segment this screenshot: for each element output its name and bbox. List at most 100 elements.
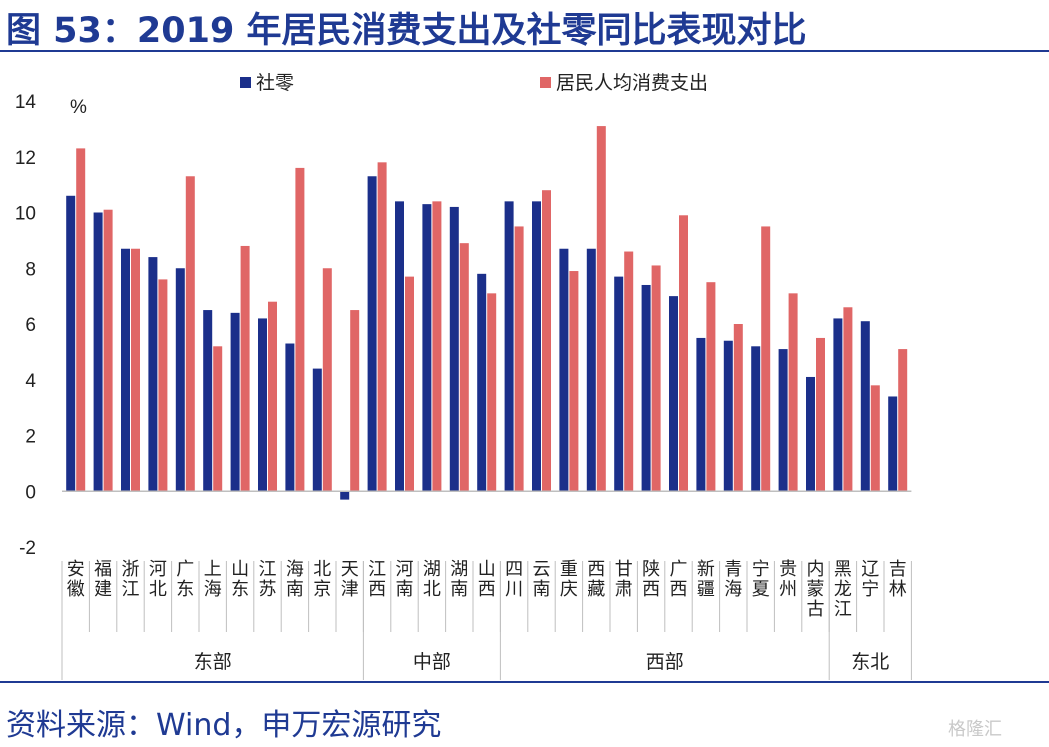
category-label: 黑龙江 [834,559,852,620]
category-label: 湖南 [450,559,468,600]
bar-consumption-0 [76,148,86,492]
bar-consumption-14 [459,243,469,492]
legend-label: 居民人均消费支出 [556,72,708,94]
category-label: 江苏 [259,559,277,600]
bar-retail-sales-4 [175,268,185,492]
y-tick-label: 10 [15,204,36,225]
group-label: 西部 [646,651,684,673]
bar-consumption-19 [596,126,606,492]
category-label: 云南 [533,559,551,600]
category-label: 重庆 [560,559,578,600]
bar-consumption-22 [679,215,688,492]
category-label: 四川 [505,559,523,600]
group-label: 东部 [194,651,232,673]
category-label: 江西 [368,559,386,600]
bar-retail-sales-18 [559,248,569,492]
bar-retail-sales-9 [312,368,322,492]
y-tick-label: 8 [25,259,36,280]
bar-consumption-30 [898,349,908,492]
bar-consumption-3 [158,279,168,492]
category-label: 浙江 [122,559,140,600]
y-tick-label: 2 [25,427,36,448]
bar-retail-sales-0 [66,195,76,492]
bar-consumption-7 [268,301,277,492]
category-label: 福建 [94,559,112,600]
category-label: 青海 [724,559,742,600]
bar-consumption-20 [624,251,634,492]
bar-consumption-9 [322,268,332,492]
group-label: 东北 [851,651,889,673]
category-label: 上海 [204,559,222,600]
y-tick-label: -2 [19,538,36,559]
source-divider [0,681,1049,683]
bar-retail-sales-10 [340,491,350,500]
y-tick-label: 12 [15,148,36,169]
bar-retail-sales-27 [806,376,815,492]
bar-retail-sales-8 [285,343,295,492]
bar-retail-sales-2 [121,248,130,492]
bar-consumption-10 [350,310,360,492]
bar-retail-sales-29 [860,321,870,492]
category-label: 广东 [176,559,194,600]
category-label: 河南 [396,559,414,600]
bar-retail-sales-25 [751,346,761,492]
bar-retail-sales-1 [93,212,103,492]
bar-consumption-1 [103,209,113,492]
y-tick-label: 14 [15,92,37,113]
bar-consumption-23 [706,282,716,492]
group-label: 中部 [413,651,451,673]
bar-consumption-12 [405,276,414,492]
category-label: 吉林 [889,559,907,600]
bar-consumption-2 [131,248,140,492]
bar-retail-sales-20 [614,276,624,492]
category-label: 湖北 [423,559,441,600]
category-label: 安徽 [67,559,85,600]
bar-consumption-29 [870,385,880,492]
bar-consumption-6 [240,245,250,492]
category-label: 甘肃 [615,559,633,600]
bar-consumption-21 [651,265,661,492]
category-label: 宁夏 [752,559,770,600]
x-axis: 安徽福建浙江河北广东上海山东江苏海南北京天津江西河南湖北湖南山西四川云南重庆西藏… [61,490,912,680]
bar-retail-sales-14 [449,206,459,492]
bar-retail-sales-26 [778,349,788,492]
source-note: 资料来源：Wind，申万宏源研究 [6,708,442,743]
category-label: 西藏 [587,559,605,600]
bar-consumption-15 [487,293,497,492]
category-label: 河北 [149,559,167,600]
legend-swatch [240,77,251,88]
bar-retail-sales-19 [586,248,596,492]
category-label: 天津 [341,559,359,600]
bar-consumption-24 [733,324,743,492]
legend-swatch [540,77,551,88]
page-title: 图 53：2019 年居民消费支出及社零同比表现对比 [6,11,807,51]
category-label: 辽宁 [861,559,879,600]
bar-retail-sales-30 [888,396,898,492]
y-tick-label: 6 [25,315,36,336]
category-label: 新疆 [697,559,715,600]
bar-retail-sales-13 [422,204,432,492]
bar-retail-sales-24 [723,340,733,492]
bar-consumption-17 [542,190,551,492]
y-tick-label: 0 [25,482,36,503]
category-label: 内蒙古 [807,559,825,620]
bar-retail-sales-28 [833,318,843,492]
category-label: 陕西 [642,559,660,600]
bar-consumption-25 [761,226,771,492]
bar-consumption-18 [569,271,579,492]
bar-retail-sales-23 [696,337,706,492]
bar-consumption-26 [788,293,798,492]
category-label: 海南 [286,559,304,600]
bar-retail-sales-5 [203,310,213,492]
watermark: 格隆汇 [948,719,1002,740]
category-label: 山西 [478,559,496,600]
bar-consumption-5 [213,346,223,492]
bar-retail-sales-11 [367,176,377,492]
bar-consumption-27 [816,337,825,492]
category-label: 北京 [313,559,331,600]
bar-retail-sales-6 [230,312,240,492]
category-label: 贵州 [779,559,797,600]
bar-retail-sales-15 [477,273,487,492]
category-label: 广西 [670,559,688,600]
bar-consumption-11 [377,162,387,492]
